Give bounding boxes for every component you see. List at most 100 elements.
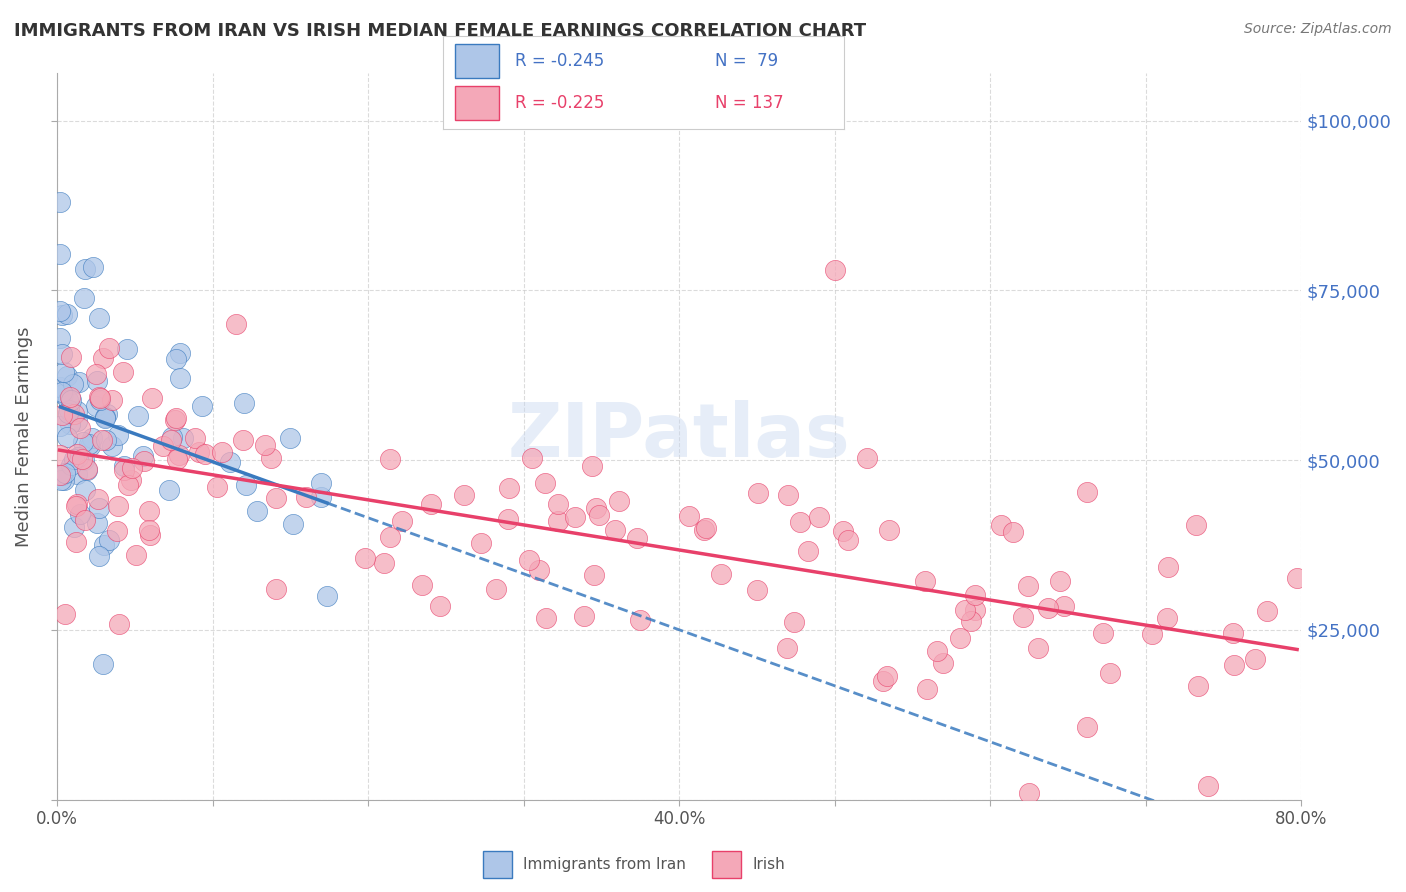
Point [534,476,557,491]
Point [66,414,89,428]
Point [108,616,131,631]
Point [59,458,82,472]
Point [963,603,986,617]
Point [778,488,800,502]
Point [127,409,149,424]
Point [877,523,900,537]
Y-axis label: Median Female Earnings: Median Female Earnings [15,326,32,547]
Point [931,656,953,670]
Point [49,303,72,318]
Point [63,408,86,422]
Point [678,508,700,523]
Point [66,497,89,511]
Point [1197,780,1219,794]
Point [547,497,569,511]
Point [1256,604,1278,618]
Point [626,531,648,545]
Text: N =  79: N = 79 [716,52,779,70]
Point [498,481,520,495]
Point [66,447,89,461]
Point [824,263,846,277]
Point [547,514,569,528]
Point [91,657,114,671]
Point [49,331,72,345]
Point [82,431,104,445]
Point [65,535,87,549]
Point [84,400,107,414]
Point [55,466,77,480]
Point [65,499,87,513]
Point [1092,625,1115,640]
Point [796,544,818,558]
Point [165,351,187,366]
Point [747,486,769,500]
Point [48,448,70,462]
Point [52,386,75,401]
Point [264,491,287,505]
Point [86,516,108,531]
Point [66,450,89,464]
Text: N = 137: N = 137 [716,95,785,112]
Point [51,309,73,323]
Point [564,510,586,524]
Point [73,291,96,305]
Point [51,409,73,423]
Point [581,458,603,473]
Point [470,536,492,550]
Point [1001,524,1024,539]
Point [960,614,983,628]
Point [378,451,401,466]
Point [98,533,121,548]
Point [529,563,551,577]
Point [49,246,72,260]
FancyBboxPatch shape [456,44,499,78]
Point [808,510,831,524]
Point [572,608,595,623]
Point [112,462,135,476]
Point [132,449,155,463]
Point [125,549,148,563]
Text: R = -0.245: R = -0.245 [515,52,605,70]
Point [246,503,269,517]
Point [121,460,143,475]
Point [309,490,332,504]
Point [111,364,134,378]
Point [583,568,606,582]
Point [411,578,433,592]
Point [776,640,799,655]
Point [172,431,194,445]
Point [101,393,124,408]
Point [49,194,72,209]
Text: R = -0.225: R = -0.225 [515,95,605,112]
Point [84,367,107,381]
Point [94,409,117,424]
Point [1028,640,1050,655]
Point [89,393,111,408]
Point [453,488,475,502]
Point [693,523,716,537]
Point [167,448,190,462]
Point [1036,600,1059,615]
Point [62,377,84,392]
Point [420,497,443,511]
Text: Immigrants from Iran: Immigrants from Iran [523,857,686,871]
Point [783,615,806,629]
Point [117,477,139,491]
Point [132,454,155,468]
Point [86,374,108,388]
Point [69,421,91,435]
Point [205,480,228,494]
Point [73,513,96,527]
Point [391,514,413,528]
Point [112,458,135,473]
Point [152,439,174,453]
Point [353,550,375,565]
Point [316,589,339,603]
Point [90,434,112,448]
Point [1156,560,1178,574]
Point [53,607,76,622]
Point [75,262,97,277]
Point [233,395,256,409]
Point [536,611,558,625]
Point [517,553,540,567]
